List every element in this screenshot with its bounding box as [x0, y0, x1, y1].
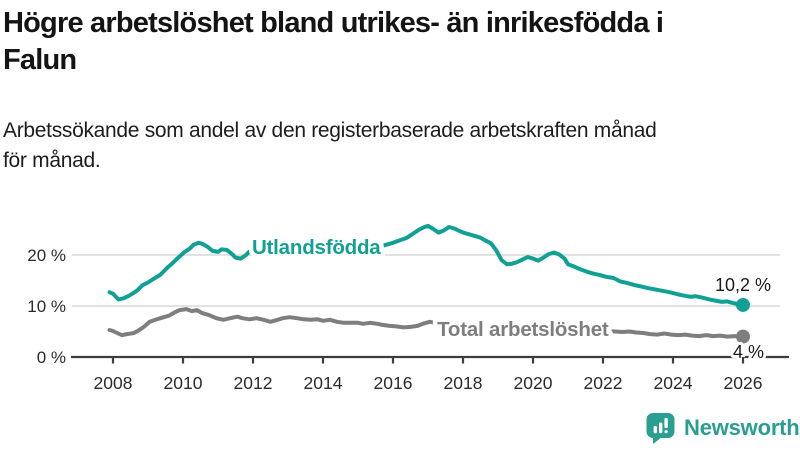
x-tick-label: 2014: [304, 373, 343, 393]
page-title: Högre arbetslöshet bland utrikes- än inr…: [3, 5, 793, 79]
newsworthy-logo[interactable]: Newsworthy: [645, 411, 800, 445]
series-inline-label-utlandsf-dda: Utlandsfödda: [252, 236, 381, 259]
series-end-dot-utlandsf-dda: [736, 297, 750, 312]
series-line-utlandsf-dda: [107, 223, 745, 307]
series-end-dot-total-arbetsl-shet: [736, 329, 750, 344]
x-tick-label: 2016: [374, 373, 413, 393]
bar-chart-speech-bubble-icon: [646, 413, 675, 444]
y-tick-label: 20 %: [27, 246, 66, 265]
title-line-2: Falun: [3, 44, 77, 76]
brand-name: Newsworthy: [684, 415, 800, 440]
subtitle-line-1: Arbetssökande som andel av den registerb…: [3, 119, 657, 142]
subtitle-line-2: för månad.: [3, 149, 101, 172]
chart-subtitle: Arbetssökande som andel av den registerb…: [3, 116, 793, 176]
series-line-total-arbetsl-shet: [107, 307, 745, 339]
y-tick-label: 10 %: [27, 297, 66, 316]
x-tick-label: 2010: [164, 373, 203, 393]
title-line-1: Högre arbetslöshet bland utrikes- än inr…: [3, 7, 664, 39]
x-tick-label: 2024: [654, 373, 693, 393]
x-tick-label: 2020: [514, 373, 553, 393]
unemployment-line-chart: 0 % 10 % 20 % Utlandsfödda Total arbetslöshe…: [27, 223, 789, 393]
x-tick-label: 2018: [444, 373, 483, 393]
x-tick-label: 2022: [584, 373, 623, 393]
x-tick-label: 2008: [94, 373, 133, 393]
y-tick-label: 0 %: [37, 348, 66, 367]
x-tick-label: 2012: [234, 373, 273, 393]
end-value-label-utlandsf-dda: 10,2 %: [715, 275, 771, 295]
end-value-label-total-arbetsl-shet: 4 %: [733, 342, 764, 362]
series-inline-label-total-arbetsl-shet: Total arbetslöshet: [437, 318, 609, 341]
x-tick-label: 2026: [724, 373, 763, 393]
